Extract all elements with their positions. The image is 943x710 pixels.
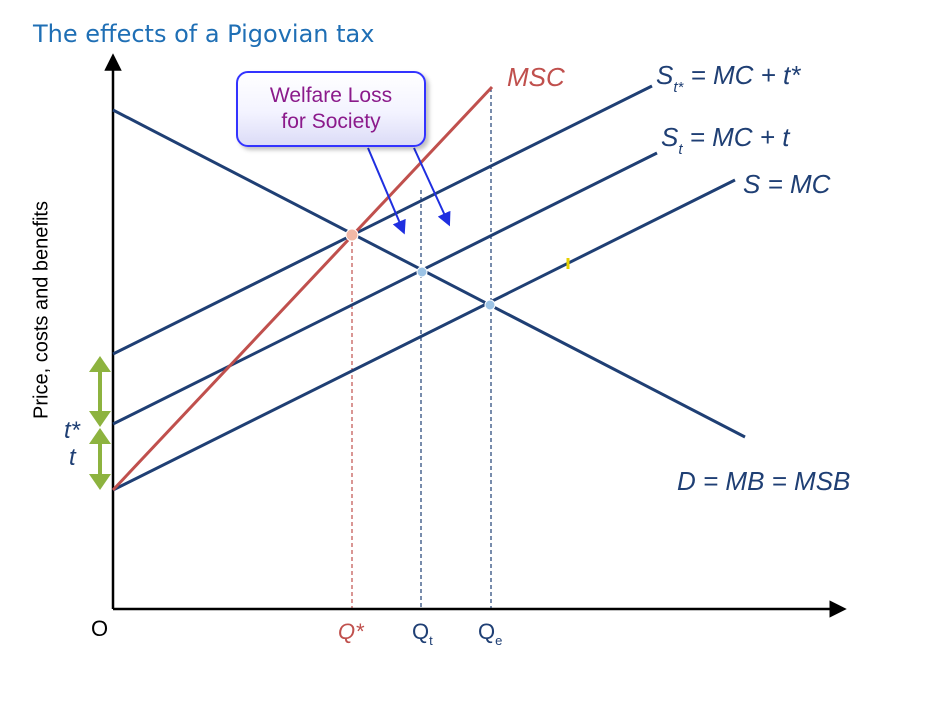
t-label: t	[69, 444, 77, 471]
demand-curve	[112, 108, 746, 439]
y-axis-label: Price, costs and benefits	[30, 201, 53, 419]
demand-label: D = MB = MSB	[677, 466, 850, 496]
st-star-subscript: t*	[673, 79, 684, 96]
qe-subscript: e	[495, 633, 502, 648]
msc-label: MSC	[507, 62, 565, 92]
supply-curve-s-mc	[112, 178, 736, 492]
welfare-loss-pointer-right	[413, 147, 451, 227]
st-star-label: St* = MC + t*	[656, 60, 801, 96]
qt-subscript: t	[429, 633, 433, 648]
market-equilibrium-point	[484, 299, 496, 311]
msc-curve	[111, 85, 494, 492]
s-mc-label: S = MC	[743, 169, 831, 199]
origin-label: O	[91, 616, 108, 641]
st-label: St = MC + t	[661, 122, 791, 158]
t-star-double-arrow	[89, 356, 111, 427]
slide-title: The effects of a Pigovian tax	[33, 20, 375, 48]
welfare-loss-callout: Welfare Loss for Society	[236, 71, 426, 147]
t-double-arrow	[89, 428, 111, 490]
callout-line-1: Welfare Loss	[269, 84, 393, 107]
callout-line-2: for Society	[281, 110, 381, 133]
q-star-label: Q*	[338, 619, 365, 644]
tax-equilibrium-point	[416, 266, 428, 278]
optimum-point	[345, 228, 359, 242]
welfare-loss-pointer-left	[367, 147, 406, 235]
qe-label: Qe	[478, 619, 502, 648]
t-star-label: t*	[64, 417, 81, 444]
supply-curve-st	[112, 151, 658, 426]
st-subscript: t	[678, 141, 683, 158]
qt-label: Qt	[412, 619, 433, 648]
supply-curve-st-star	[112, 84, 653, 356]
